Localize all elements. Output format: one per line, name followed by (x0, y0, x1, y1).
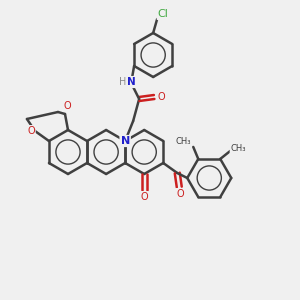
Text: O: O (176, 189, 184, 199)
Text: O: O (63, 101, 71, 111)
Text: N: N (121, 136, 130, 146)
Text: O: O (27, 126, 35, 136)
Text: N: N (127, 77, 136, 87)
Text: Cl: Cl (158, 9, 169, 19)
Text: CH₃: CH₃ (176, 137, 191, 146)
Text: CH₃: CH₃ (230, 144, 246, 153)
Text: H: H (119, 77, 127, 87)
Text: O: O (140, 192, 148, 202)
Text: O: O (157, 92, 165, 102)
